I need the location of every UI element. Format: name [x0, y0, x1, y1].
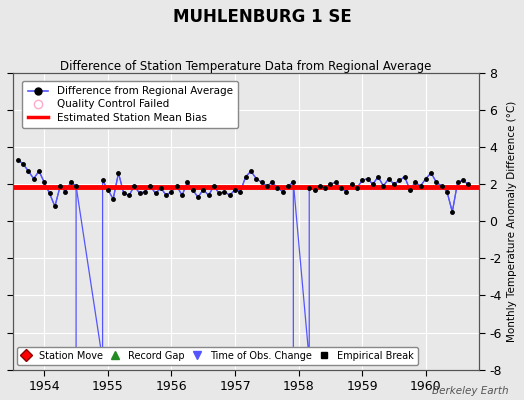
Legend: Station Move, Record Gap, Time of Obs. Change, Empirical Break: Station Move, Record Gap, Time of Obs. C…: [17, 347, 418, 365]
Y-axis label: Monthly Temperature Anomaly Difference (°C): Monthly Temperature Anomaly Difference (…: [507, 101, 517, 342]
Title: Difference of Station Temperature Data from Regional Average: Difference of Station Temperature Data f…: [60, 60, 431, 73]
Text: Berkeley Earth: Berkeley Earth: [432, 386, 508, 396]
Text: MUHLENBURG 1 SE: MUHLENBURG 1 SE: [172, 8, 352, 26]
